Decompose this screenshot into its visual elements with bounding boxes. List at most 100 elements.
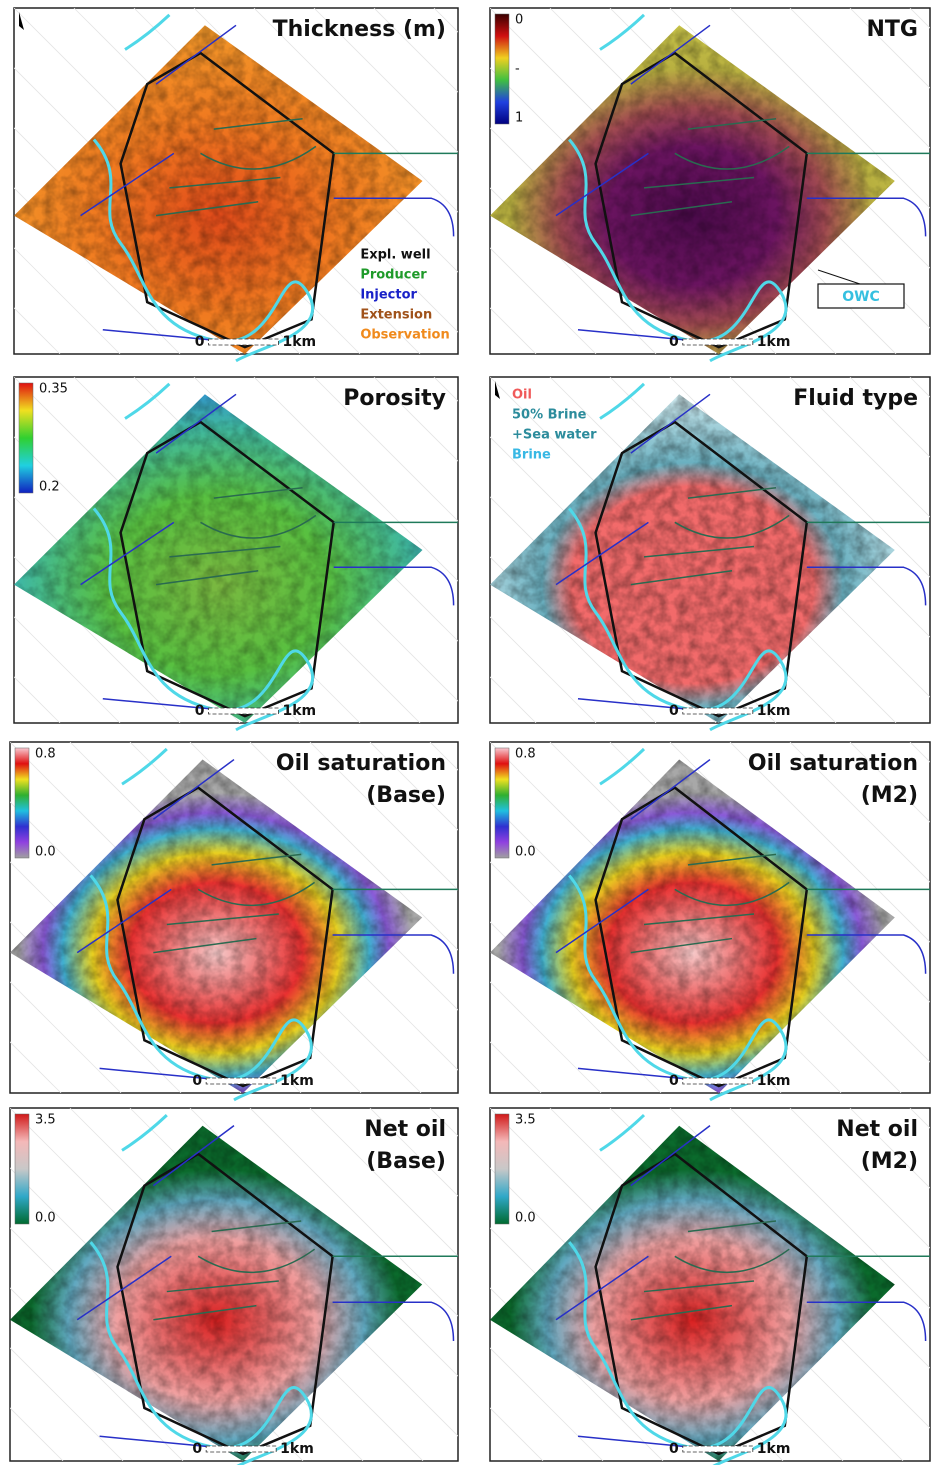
map-grid [253, 377, 458, 582]
map-grid [253, 8, 458, 213]
map-grid [14, 616, 121, 723]
map-grid [789, 1108, 930, 1249]
scale-bar [205, 1077, 277, 1085]
field-outline [594, 51, 809, 349]
panel-title: Thickness (m) [273, 17, 446, 42]
producer-well [197, 881, 316, 906]
colorbar-label: 0.0 [35, 845, 56, 860]
colorbar-label: 3.5 [35, 1113, 56, 1128]
injector-well [630, 758, 711, 820]
map-grid [729, 377, 930, 578]
injector-well [577, 329, 689, 341]
map-grid [249, 1108, 458, 1317]
producer-well [153, 1304, 257, 1321]
colorbar-label: 0.0 [35, 1211, 56, 1226]
map-grid [490, 921, 662, 1093]
producer-well [169, 176, 281, 189]
map-grid [369, 1108, 458, 1197]
injector-well [99, 1067, 212, 1080]
map-grid [789, 8, 930, 149]
producer-well [674, 1248, 790, 1273]
scale-label: 1km [757, 334, 791, 350]
producer-well [213, 117, 303, 130]
colorbar-label: 0.0 [515, 845, 536, 860]
map-grid [309, 1108, 458, 1257]
map-grid [490, 556, 657, 723]
map-grid [789, 742, 930, 883]
producer-well [687, 117, 777, 130]
producer-well [630, 1304, 733, 1321]
colorbar-label: 0 [515, 13, 523, 28]
map-grid [490, 616, 597, 723]
map-grid [729, 1108, 930, 1309]
producer-well [643, 1280, 755, 1293]
producer-well [200, 514, 317, 539]
injector-well [80, 152, 175, 217]
scale-label: 0 [669, 334, 679, 350]
scale-label: 1km [280, 1073, 314, 1089]
producer-well [643, 176, 755, 189]
colorbar [14, 1113, 30, 1225]
map-grid [14, 556, 181, 723]
colorbar [14, 747, 30, 859]
scale-label: 1km [757, 1441, 791, 1457]
panel-title: Oil saturation [276, 751, 446, 776]
legend-entry: Observation [360, 328, 449, 343]
panel-title: Fluid type [793, 386, 918, 411]
map-grid [10, 1347, 124, 1461]
field-outline [116, 786, 334, 1088]
scale-label: 0 [192, 1441, 202, 1457]
scale-bar [682, 707, 754, 715]
injector-well [577, 698, 689, 710]
scale-bar [682, 1077, 754, 1085]
producer-well [643, 913, 755, 926]
map-panel: Net oil (M2) 3.5 0.0 0 1km [489, 1107, 931, 1469]
field-outline [594, 1152, 809, 1456]
scale-bar [682, 338, 754, 346]
injector-well [806, 934, 927, 974]
producer-well [200, 145, 317, 170]
colorbar-label: 0.2 [39, 480, 60, 495]
north-arrow [495, 381, 500, 399]
map-grid [849, 1108, 930, 1189]
colorbar-label: 1 [515, 111, 523, 126]
injector-well [155, 24, 237, 85]
map-grid [490, 1347, 604, 1461]
map-grid [10, 921, 182, 1093]
map-panel: Thickness (m) Expl. well Producer Injector E… [13, 7, 459, 363]
legend-entry: Injector [360, 288, 417, 303]
scale-bar [208, 338, 279, 346]
injector-well [555, 1255, 649, 1321]
injector-well [99, 1435, 212, 1448]
colorbar-label: 0.35 [39, 382, 68, 397]
map-grid [729, 8, 930, 209]
map-grid [490, 1287, 664, 1461]
injector-well [806, 566, 927, 606]
producer-well [166, 1280, 279, 1293]
scale-label: 0 [195, 703, 205, 719]
producer-well [213, 486, 303, 499]
colorbar-label: 0.8 [35, 747, 56, 762]
producer-well [630, 570, 733, 586]
map-grid [373, 377, 458, 462]
producer-well [166, 913, 279, 926]
scale-label: 1km [757, 1073, 791, 1089]
north-arrow [19, 12, 24, 30]
colorbar [18, 382, 34, 494]
map-grid [0, 742, 1, 1093]
colorbar-label: 0.8 [515, 747, 536, 762]
map-grid [849, 8, 930, 89]
scale-bar [682, 1445, 754, 1453]
producer-well [674, 145, 790, 170]
field-outline [119, 420, 336, 718]
scale-bar [205, 1445, 277, 1453]
panel-title: Oil saturation [748, 751, 918, 776]
injector-well [102, 698, 214, 710]
map-panel: Fluid type Oil 50% Brine +Sea water Brine 0 1k… [489, 376, 931, 732]
scale-label: 1km [280, 1441, 314, 1457]
injector-well [80, 521, 175, 586]
scale-bar [208, 707, 279, 715]
panel-title: NTG [867, 17, 918, 42]
